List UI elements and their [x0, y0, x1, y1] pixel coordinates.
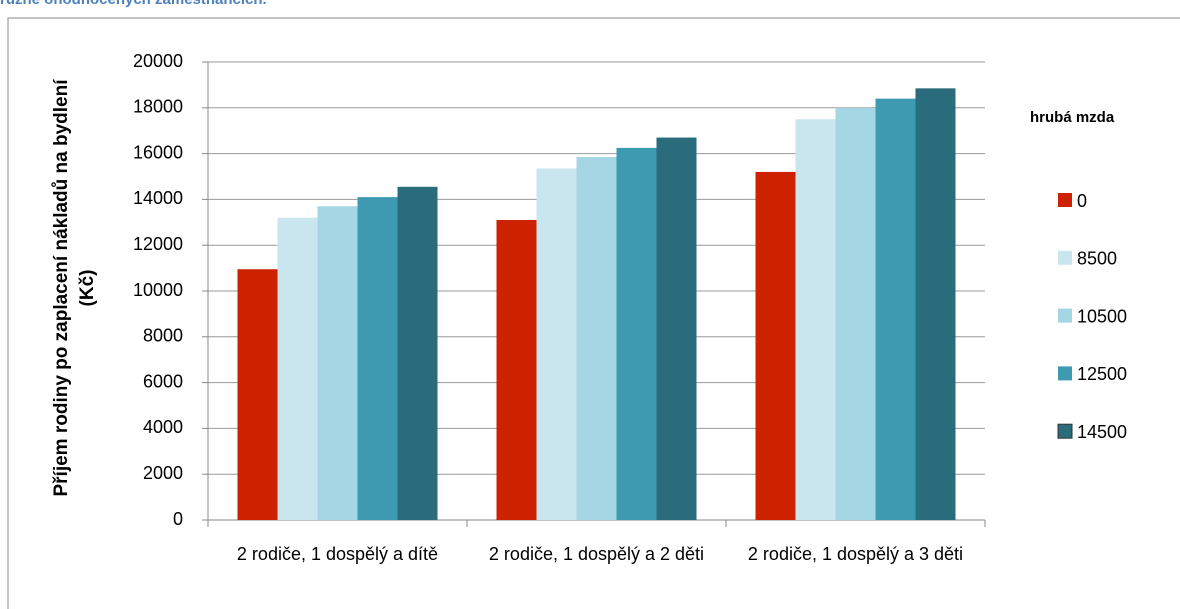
y-tick-label: 14000	[133, 188, 183, 208]
y-tick-label: 6000	[143, 371, 183, 391]
bar	[357, 197, 398, 521]
x-tick-label: 2 rodiče, 1 dospělý a 3 děti	[747, 544, 964, 564]
legend-swatch	[1057, 423, 1073, 439]
bar	[656, 137, 697, 520]
legend-swatch	[1058, 193, 1072, 207]
bar	[795, 119, 836, 520]
y-tick-label: 20000	[133, 51, 183, 71]
x-tick-label: 2 rodiče, 1 dospělý a dítě	[236, 544, 439, 564]
y-tick-label: 10000	[133, 280, 183, 300]
bar	[496, 220, 537, 520]
y-tick-label: 4000	[143, 417, 183, 437]
bar	[875, 98, 916, 520]
y-tick-label: 8000	[143, 326, 183, 346]
legend-title: hrubá mzda	[1030, 109, 1115, 126]
legend-swatch	[1058, 308, 1072, 323]
legend-label: 8500	[1077, 249, 1117, 269]
legend-label: 10500	[1077, 306, 1127, 326]
y-tick-label: 18000	[133, 97, 183, 117]
legend-swatch	[1058, 250, 1072, 265]
bar	[576, 157, 617, 520]
bar	[397, 186, 438, 520]
chart-frame	[7, 17, 1180, 609]
chart-title: různě ohodnocených zaměstnancích.	[0, 0, 267, 8]
bar	[755, 171, 796, 521]
y-tick-label: 12000	[133, 234, 183, 254]
legend-label: 14500	[1077, 422, 1127, 442]
legend-label: 12500	[1077, 364, 1127, 384]
bar	[915, 88, 956, 521]
bar	[237, 269, 278, 520]
bar	[616, 147, 657, 520]
bar	[835, 107, 876, 521]
bar	[277, 217, 318, 520]
y-tick-label: 0	[173, 509, 183, 529]
x-tick-label: 2 rodiče, 1 dospělý a 2 děti	[488, 544, 705, 564]
bar	[536, 168, 577, 521]
y-tick-label: 2000	[143, 463, 183, 483]
legend-swatch	[1058, 366, 1072, 381]
y-axis-label: Příjem rodiny po zaplacení nákladů na by…	[51, 79, 98, 497]
y-tick-label: 16000	[133, 142, 183, 162]
bar	[317, 206, 358, 520]
legend-label: 0	[1077, 191, 1087, 211]
